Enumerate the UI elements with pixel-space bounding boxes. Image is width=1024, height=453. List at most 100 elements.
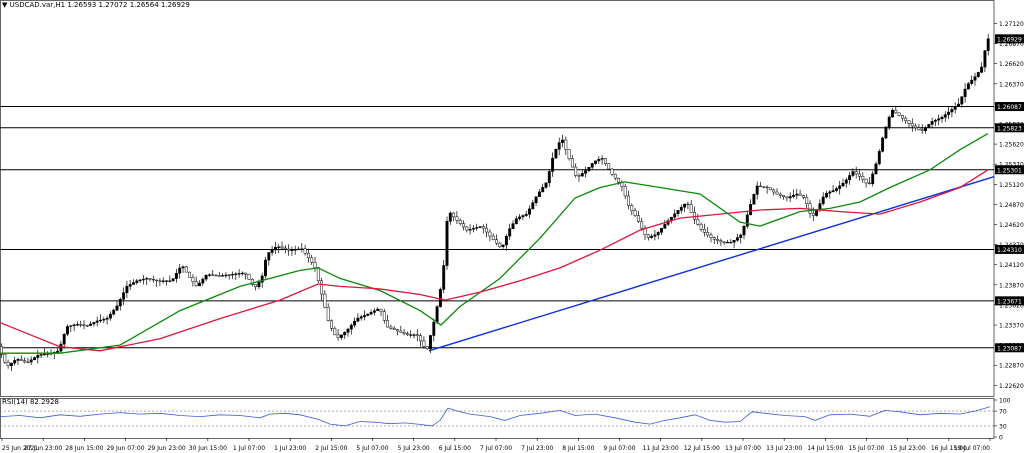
bull-candle bbox=[267, 252, 271, 261]
bear-candle bbox=[801, 195, 805, 198]
bear-candle bbox=[158, 280, 162, 282]
ohlc-values: 1.26593 1.27072 1.26564 1.26929 bbox=[67, 1, 190, 9]
bear-candle bbox=[693, 212, 696, 220]
rsi-axis-label: 0 bbox=[999, 435, 1003, 442]
bull-candle bbox=[475, 227, 479, 229]
bear-candle bbox=[422, 340, 426, 347]
bull-candle bbox=[445, 221, 449, 266]
bull-candle bbox=[683, 203, 687, 208]
bull-candle bbox=[207, 274, 211, 276]
bear-candle bbox=[26, 361, 30, 364]
price-axis-label: 1.22870 bbox=[999, 363, 1024, 370]
bear-candle bbox=[379, 308, 383, 312]
bull-candle bbox=[953, 106, 957, 110]
bull-candle bbox=[99, 319, 102, 322]
bull-candle bbox=[346, 328, 350, 333]
bear-candle bbox=[19, 359, 23, 361]
bull-candle bbox=[115, 305, 119, 311]
bear-candle bbox=[805, 197, 809, 204]
bull-candle bbox=[224, 274, 228, 277]
bull-candle bbox=[16, 359, 20, 361]
time-axis-label: 7 Jul 23:00 bbox=[521, 445, 553, 452]
bear-candle bbox=[452, 212, 456, 218]
bear-candle bbox=[570, 158, 574, 168]
bull-candle bbox=[557, 142, 561, 150]
bear-candle bbox=[23, 360, 27, 363]
bull-candle bbox=[432, 321, 436, 336]
bear-candle bbox=[610, 168, 614, 175]
bull-candle bbox=[828, 191, 832, 194]
bull-candle bbox=[92, 322, 96, 325]
time-axis-label: 6 Jul 15:00 bbox=[439, 445, 471, 452]
bull-candle bbox=[293, 249, 297, 251]
bull-candle bbox=[125, 286, 129, 293]
bull-candle bbox=[231, 274, 234, 276]
price-axis-label: 1.24620 bbox=[999, 222, 1024, 229]
bull-candle bbox=[198, 282, 201, 287]
bear-candle bbox=[782, 195, 786, 197]
bull-candle bbox=[165, 280, 168, 282]
bull-candle bbox=[551, 157, 555, 172]
dropdown-arrow-icon[interactable]: ▼ bbox=[2, 1, 8, 9]
bull-candle bbox=[62, 333, 66, 345]
bear-candle bbox=[402, 332, 406, 334]
time-axis-label: 1 Jul 23:00 bbox=[274, 445, 306, 452]
bull-candle bbox=[135, 280, 139, 283]
price-pane-frame bbox=[0, 0, 995, 397]
bull-candle bbox=[947, 111, 951, 115]
bear-candle bbox=[326, 307, 330, 321]
bear-candle bbox=[194, 281, 198, 287]
time-axis-label: 15 Jul 07:00 bbox=[849, 445, 885, 452]
bull-candle bbox=[277, 246, 281, 248]
bear-candle bbox=[313, 262, 317, 268]
bear-candle bbox=[320, 280, 324, 295]
trendline[interactable] bbox=[428, 175, 995, 352]
time-axis-label: 5 Jul 07:00 bbox=[356, 445, 388, 452]
bear-candle bbox=[768, 187, 772, 191]
bull-candle bbox=[122, 292, 126, 300]
bear-candle bbox=[495, 239, 498, 244]
level-label-box bbox=[995, 123, 1024, 133]
rsi-line bbox=[0, 406, 991, 427]
bear-candle bbox=[712, 237, 716, 240]
bull-candle bbox=[372, 310, 376, 313]
bull-candle bbox=[788, 196, 792, 199]
level-label: 1.24310 bbox=[997, 247, 1022, 254]
bear-candle bbox=[640, 221, 644, 229]
bull-candle bbox=[234, 273, 238, 275]
level-label: 1.23087 bbox=[997, 345, 1022, 352]
time-axis-label: 12 Jul 15:00 bbox=[684, 445, 720, 452]
bull-candle bbox=[963, 88, 967, 97]
bear-candle bbox=[458, 220, 462, 224]
bull-candle bbox=[877, 151, 881, 165]
bear-candle bbox=[702, 228, 706, 233]
bull-candle bbox=[240, 272, 244, 275]
level-label-box bbox=[995, 165, 1024, 175]
bear-candle bbox=[214, 274, 218, 277]
bull-candle bbox=[36, 355, 40, 358]
bull-candle bbox=[204, 274, 208, 280]
bear-candle bbox=[425, 346, 429, 350]
bear-candle bbox=[250, 279, 254, 285]
bear-candle bbox=[382, 311, 386, 321]
bear-candle bbox=[617, 177, 621, 183]
bear-candle bbox=[462, 223, 465, 228]
time-axis-label: 29 Jun 23:00 bbox=[148, 445, 186, 452]
bull-candle bbox=[514, 218, 518, 224]
bull-candle bbox=[679, 206, 683, 211]
level-label-box bbox=[995, 343, 1024, 353]
bull-candle bbox=[359, 316, 363, 319]
bear-candle bbox=[894, 109, 898, 114]
bull-candle bbox=[237, 273, 241, 275]
bear-candle bbox=[386, 320, 390, 328]
bear-candle bbox=[455, 216, 459, 221]
bear-candle bbox=[310, 257, 314, 263]
bull-candle bbox=[792, 194, 795, 197]
bull-candle bbox=[221, 275, 225, 277]
bull-candle bbox=[435, 306, 439, 323]
bear-candle bbox=[709, 234, 713, 238]
bear-candle bbox=[280, 246, 284, 249]
rsi-axis-label: 30 bbox=[999, 423, 1007, 430]
